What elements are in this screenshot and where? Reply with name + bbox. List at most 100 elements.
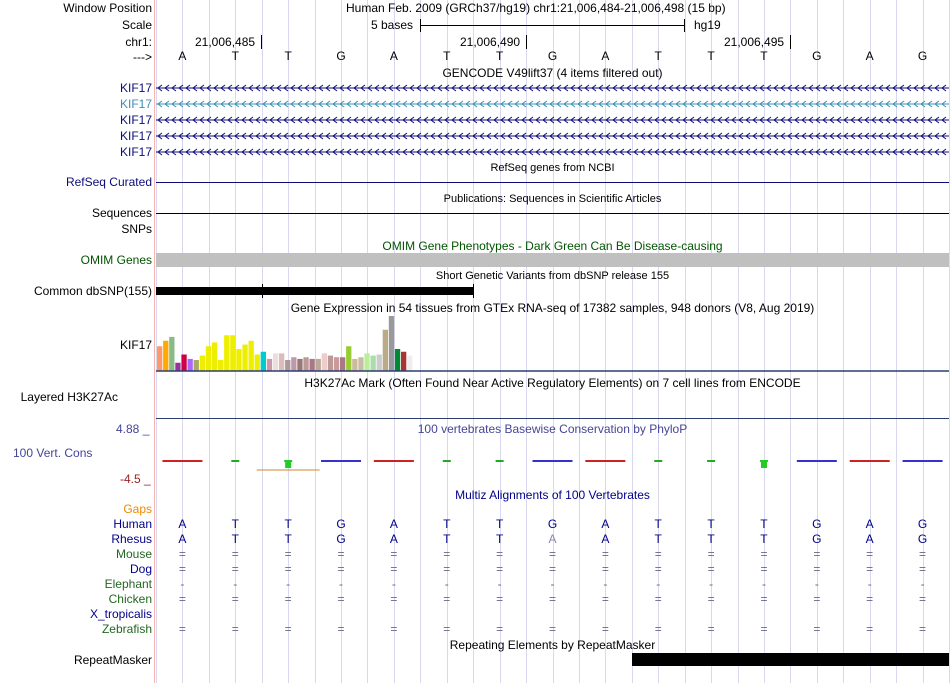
dbsnp-variant-bar[interactable] bbox=[156, 287, 474, 295]
phylop-score-mark[interactable] bbox=[321, 460, 362, 462]
gtex-tissue-bar[interactable] bbox=[211, 342, 218, 371]
gencode-transcript-label[interactable]: KIF17 bbox=[119, 113, 152, 127]
multiz-species-label[interactable]: Elephant bbox=[104, 577, 152, 591]
phylop-score-mark[interactable] bbox=[654, 460, 663, 462]
phylop-score-mark[interactable] bbox=[759, 460, 768, 462]
multiz-species-label[interactable]: Mouse bbox=[115, 547, 152, 561]
gtex-tissue-bar[interactable] bbox=[352, 358, 358, 371]
refseq-track-title[interactable]: RefSeq genes from NCBI bbox=[490, 162, 615, 174]
phylop-score-mark[interactable] bbox=[796, 460, 837, 462]
gtex-tissue-bar[interactable] bbox=[199, 355, 205, 371]
gtex-tissue-bar[interactable] bbox=[388, 316, 395, 371]
gtex-expression-chart[interactable] bbox=[156, 316, 949, 372]
gtex-tissue-bar[interactable] bbox=[364, 353, 370, 371]
dbsnp-track-label[interactable]: Common dbSNP(155) bbox=[33, 284, 152, 298]
gtex-tissue-bar[interactable] bbox=[157, 346, 163, 371]
repeatmasker-element-block[interactable] bbox=[632, 653, 949, 666]
multiz-species-label[interactable]: Human bbox=[113, 517, 152, 531]
phylop-score-mark[interactable] bbox=[231, 460, 240, 462]
gtex-tissue-bar[interactable] bbox=[285, 360, 291, 371]
phylop-score-block[interactable] bbox=[285, 462, 292, 468]
gtex-tissue-bar[interactable] bbox=[407, 355, 413, 371]
gtex-tissue-bar[interactable] bbox=[303, 357, 309, 371]
multiz-track-title[interactable]: Multiz Alignments of 100 Vertebrates bbox=[455, 488, 650, 502]
gtex-track-label[interactable]: KIF17 bbox=[119, 338, 152, 352]
gtex-tissue-bar[interactable] bbox=[370, 355, 376, 371]
gtex-tissue-bar[interactable] bbox=[315, 358, 321, 371]
phylop-score-mark[interactable] bbox=[849, 460, 890, 462]
gencode-transcript-line[interactable] bbox=[156, 114, 949, 126]
phylop-score-block[interactable] bbox=[760, 462, 767, 468]
h3k27ac-track-title[interactable]: H3K27Ac Mark (Often Found Near Active Re… bbox=[304, 376, 801, 390]
gtex-tissue-bar[interactable] bbox=[248, 340, 254, 371]
gencode-transcript-line[interactable] bbox=[156, 82, 949, 94]
gencode-transcript-label[interactable]: KIF17 bbox=[119, 145, 152, 159]
gtex-tissue-bar[interactable] bbox=[218, 360, 224, 371]
gtex-tissue-bar[interactable] bbox=[401, 351, 407, 371]
phylop-score-mark[interactable] bbox=[495, 460, 504, 462]
omim-track-label[interactable]: OMIM Genes bbox=[80, 253, 152, 267]
gencode-transcript-label[interactable]: KIF17 bbox=[119, 81, 152, 95]
phylop-score-mark[interactable] bbox=[532, 460, 573, 462]
gtex-tissue-bar[interactable] bbox=[321, 353, 327, 371]
gtex-tissue-bar[interactable] bbox=[340, 357, 346, 371]
gtex-tissue-bar[interactable] bbox=[236, 349, 242, 371]
phylop-score-mark[interactable] bbox=[373, 460, 414, 462]
multiz-species-label[interactable]: Rhesus bbox=[111, 532, 152, 546]
gencode-track-title[interactable]: GENCODE V49lift37 (4 items filtered out) bbox=[442, 66, 663, 80]
phylop-score-mark[interactable] bbox=[162, 460, 203, 462]
phylop-score-mark[interactable] bbox=[902, 460, 943, 462]
gtex-tissue-bar[interactable] bbox=[187, 358, 193, 371]
multiz-species-label[interactable]: Chicken bbox=[108, 592, 152, 606]
gtex-tissue-bar[interactable] bbox=[254, 354, 260, 372]
publications-track-title[interactable]: Publications: Sequences in Scientific Ar… bbox=[443, 193, 662, 205]
gencode-transcript-label[interactable]: KIF17 bbox=[119, 97, 152, 111]
refseq-gene-line[interactable] bbox=[156, 182, 949, 183]
dbsnp-track-title[interactable]: Short Genetic Variants from dbSNP releas… bbox=[435, 270, 670, 282]
gtex-tissue-bar[interactable] bbox=[279, 353, 285, 371]
phylop-score-mark[interactable] bbox=[585, 460, 626, 462]
gtex-tissue-bar[interactable] bbox=[291, 357, 297, 371]
gtex-tissue-bar[interactable] bbox=[181, 354, 187, 372]
gtex-tissue-bar[interactable] bbox=[358, 357, 364, 371]
gtex-tissue-bar[interactable] bbox=[266, 358, 273, 371]
omim-gene-block[interactable] bbox=[156, 253, 949, 267]
cons-track-title[interactable]: 100 vertebrates Basewise Conservation by… bbox=[417, 422, 688, 436]
gtex-tissue-bar[interactable] bbox=[169, 336, 175, 371]
refseq-track-label[interactable]: RefSeq Curated bbox=[65, 175, 152, 189]
publications-track-label[interactable]: Sequences bbox=[91, 206, 152, 220]
gtex-tissue-bar[interactable] bbox=[394, 349, 401, 371]
gtex-tissue-bar[interactable] bbox=[205, 346, 212, 371]
multiz-species-label[interactable]: Dog bbox=[129, 562, 152, 576]
gencode-transcript-label[interactable]: KIF17 bbox=[119, 129, 152, 143]
gtex-tissue-bar[interactable] bbox=[297, 358, 303, 371]
repeatmasker-track-label[interactable]: RepeatMasker bbox=[73, 653, 152, 667]
repeatmasker-track-title[interactable]: Repeating Elements by RepeatMasker bbox=[449, 638, 656, 652]
phylop-score-mark[interactable] bbox=[707, 460, 716, 462]
phylop-score-mark[interactable] bbox=[442, 460, 451, 462]
gtex-tissue-bar[interactable] bbox=[230, 335, 236, 371]
gtex-tissue-bar[interactable] bbox=[333, 357, 340, 371]
gtex-tissue-bar[interactable] bbox=[382, 329, 388, 371]
h3k27ac-track-label[interactable]: Layered H3K27Ac bbox=[20, 390, 118, 404]
snps-track-label[interactable]: SNPs bbox=[121, 222, 152, 236]
cons-track-label[interactable]: 100 Vert. Cons bbox=[13, 446, 93, 460]
omim-track-title[interactable]: OMIM Gene Phenotypes - Dark Green Can Be… bbox=[382, 239, 723, 253]
gtex-tissue-bar[interactable] bbox=[327, 355, 334, 371]
gtex-tissue-bar[interactable] bbox=[163, 340, 169, 371]
gtex-tissue-bar[interactable] bbox=[193, 360, 199, 371]
multiz-species-label[interactable]: X_tropicalis bbox=[89, 607, 152, 621]
gtex-tissue-bar[interactable] bbox=[376, 354, 382, 372]
gtex-tissue-bar[interactable] bbox=[272, 353, 279, 371]
gencode-transcript-line[interactable] bbox=[156, 130, 949, 142]
conservation-wiggle[interactable] bbox=[156, 448, 949, 476]
publications-line[interactable] bbox=[156, 213, 949, 214]
gtex-tissue-bar[interactable] bbox=[224, 335, 230, 371]
gtex-tissue-bar[interactable] bbox=[242, 344, 248, 371]
gencode-transcript-line[interactable] bbox=[156, 146, 949, 158]
gtex-track-title[interactable]: Gene Expression in 54 tissues from GTEx … bbox=[290, 301, 815, 315]
gtex-tissue-bar[interactable] bbox=[309, 358, 315, 371]
gtex-tissue-bar[interactable] bbox=[175, 362, 181, 371]
gtex-tissue-bar[interactable] bbox=[260, 351, 266, 371]
gencode-transcript-line[interactable] bbox=[156, 98, 949, 110]
